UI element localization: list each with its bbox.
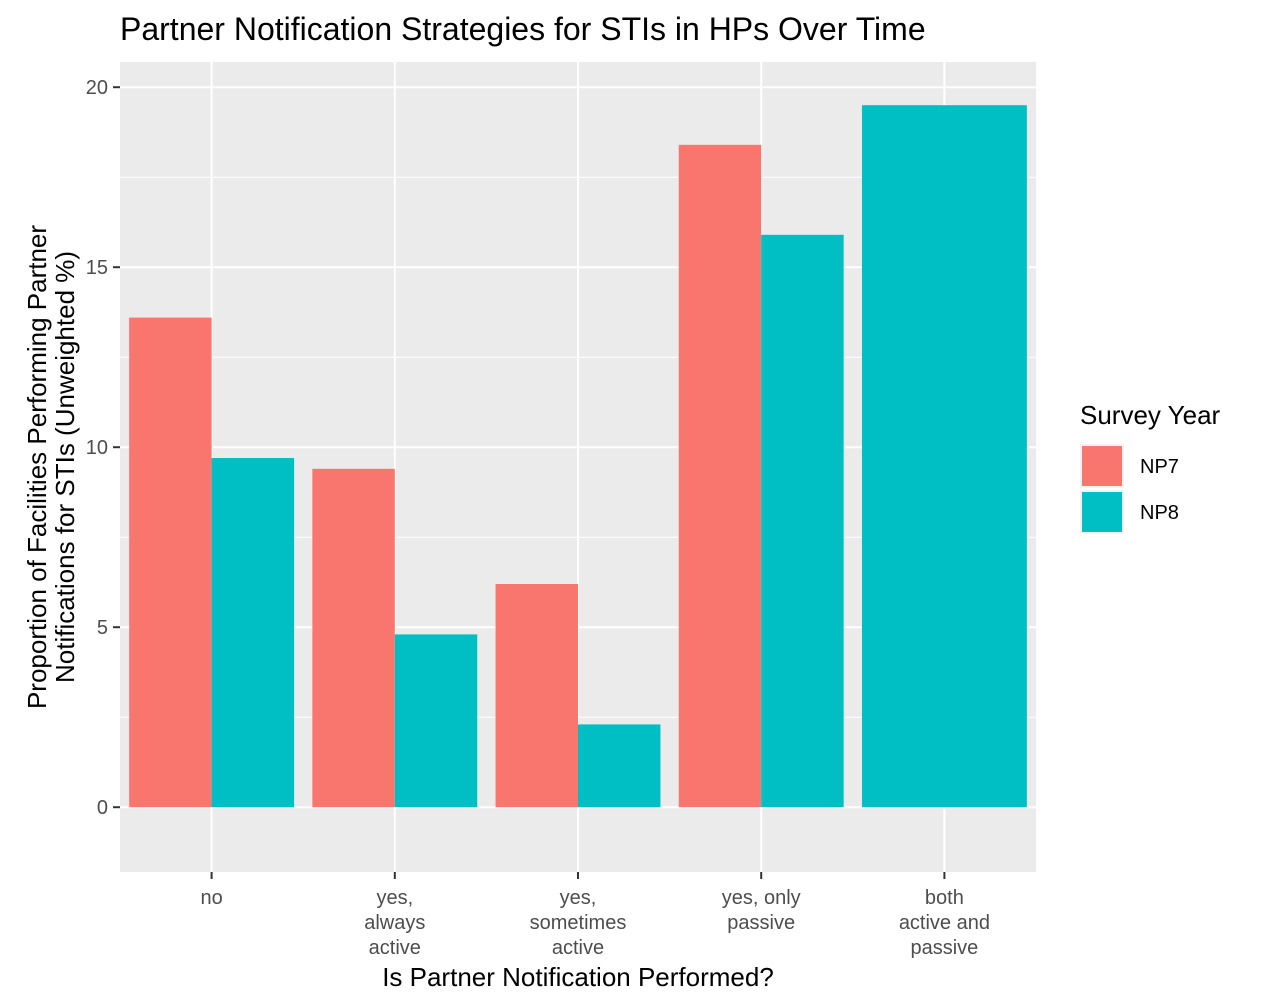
x-tick-label: yes, always active <box>364 887 425 959</box>
legend-label-np7: NP7 <box>1140 456 1179 478</box>
legend-key-np8 <box>1082 492 1122 532</box>
bar-np7-1 <box>312 468 395 808</box>
bars <box>129 105 1027 808</box>
y-axis-title: Proportion of Facilities Performing Part… <box>22 225 80 709</box>
y-tick-label: 15 <box>86 257 108 279</box>
y-tick-label: 10 <box>86 437 108 459</box>
x-tick-label: yes, only passive <box>722 887 801 934</box>
x-tick-label: both active and passive <box>899 887 990 959</box>
x-tick-label: yes, sometimes active <box>530 887 627 959</box>
y-axis-title-line-1: Proportion of Facilities Performing Part… <box>22 225 52 709</box>
bar-np8-4 <box>861 105 1027 808</box>
y-tick-label: 0 <box>97 797 108 819</box>
legend-key-np7 <box>1082 446 1122 486</box>
bar-np7-2 <box>495 584 578 808</box>
bar-np8-1 <box>394 634 478 808</box>
legend: Survey Year NP7 NP8 <box>1080 400 1221 534</box>
bar-np8-0 <box>211 458 295 808</box>
y-tick-label: 5 <box>97 617 108 639</box>
y-axis-title-line-2: Notifications for STIs (Unweighted %) <box>50 251 80 683</box>
x-axis: no yes, always active yes, sometimes active yes… <box>200 872 990 959</box>
bar-np8-2 <box>578 724 661 808</box>
x-axis-title: Is Partner Notification Performed? <box>382 962 774 992</box>
chart-title: Partner Notification Strategies for STIs… <box>120 11 926 47</box>
legend-label-np8: NP8 <box>1140 502 1179 524</box>
y-tick-label: 20 <box>86 77 108 99</box>
y-axis: 0 5 10 15 20 <box>86 77 120 819</box>
bar-np7-0 <box>129 317 212 808</box>
legend-title: Survey Year <box>1080 400 1221 430</box>
x-tick-label: no <box>200 887 222 909</box>
bar-np8-3 <box>761 234 844 808</box>
bar-np7-3 <box>678 144 762 808</box>
